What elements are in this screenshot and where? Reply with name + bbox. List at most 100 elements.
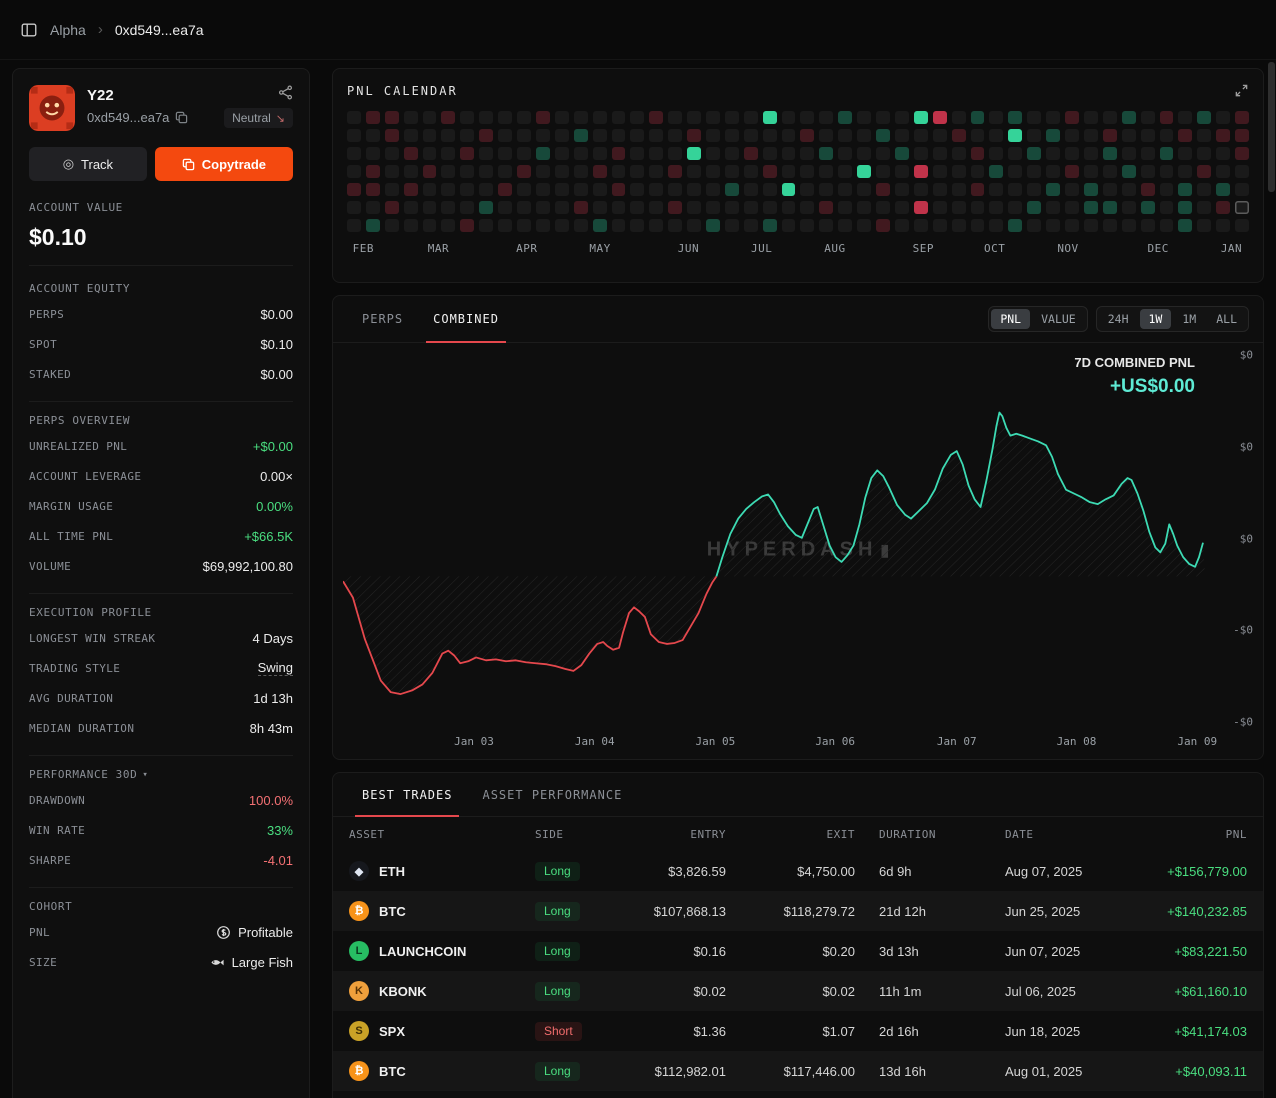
page-scrollbar[interactable] xyxy=(1268,62,1275,1094)
calendar-day-cell[interactable] xyxy=(592,219,607,232)
calendar-day-cell[interactable] xyxy=(1065,219,1079,232)
calendar-day-cell[interactable] xyxy=(460,201,475,214)
calendar-day-cell[interactable] xyxy=(762,147,777,160)
calendar-day-cell[interactable] xyxy=(498,183,513,196)
calendar-day-cell[interactable] xyxy=(951,183,966,196)
calendar-day-cell[interactable] xyxy=(1046,147,1061,160)
calendar-day-cell[interactable] xyxy=(932,111,947,124)
calendar-day-cell[interactable] xyxy=(347,129,361,142)
calendar-day-cell[interactable] xyxy=(800,165,815,178)
calendar-day-cell[interactable] xyxy=(573,201,588,214)
calendar-day-cell[interactable] xyxy=(1027,129,1042,142)
calendar-day-cell[interactable] xyxy=(743,165,758,178)
calendar-day-cell[interactable] xyxy=(989,147,1004,160)
calendar-day-cell[interactable] xyxy=(403,147,418,160)
calendar-day-cell[interactable] xyxy=(554,147,569,160)
table-row[interactable]: ₿ BTC Long $107,868.13 $118,279.72 21d 12h Jun… xyxy=(333,891,1263,931)
calendar-day-cell[interactable] xyxy=(517,129,531,142)
calendar-day-cell[interactable] xyxy=(706,201,720,214)
calendar-day-cell[interactable] xyxy=(932,183,947,196)
calendar-day-cell[interactable] xyxy=(1140,111,1155,124)
calendar-day-cell[interactable] xyxy=(630,129,645,142)
calendar-day-cell[interactable] xyxy=(1216,129,1231,142)
calendar-day-cell[interactable] xyxy=(1083,183,1098,196)
calendar-day-cell[interactable] xyxy=(781,111,796,124)
stat-value[interactable]: Swing xyxy=(257,660,293,676)
calendar-day-cell[interactable] xyxy=(1216,219,1231,232)
calendar-day-cell[interactable] xyxy=(403,111,418,124)
calendar-day-cell[interactable] xyxy=(781,183,796,196)
calendar-day-cell[interactable] xyxy=(1121,201,1136,214)
calendar-day-cell[interactable] xyxy=(1235,111,1249,124)
calendar-day-cell[interactable] xyxy=(573,129,588,142)
calendar-day-cell[interactable] xyxy=(1027,219,1042,232)
calendar-day-cell[interactable] xyxy=(687,219,702,232)
chart-tab-combined[interactable]: COMBINED xyxy=(418,296,514,343)
calendar-day-cell[interactable] xyxy=(724,129,739,142)
calendar-day-cell[interactable] xyxy=(743,129,758,142)
calendar-day-cell[interactable] xyxy=(498,201,513,214)
range-button-1m[interactable]: 1M xyxy=(1182,312,1197,326)
calendar-day-cell[interactable] xyxy=(838,165,853,178)
calendar-day-cell[interactable] xyxy=(347,165,361,178)
calendar-day-cell[interactable] xyxy=(1102,165,1117,178)
calendar-day-cell[interactable] xyxy=(422,201,437,214)
calendar-day-cell[interactable] xyxy=(932,129,947,142)
calendar-day-cell[interactable] xyxy=(970,183,985,196)
calendar-day-cell[interactable] xyxy=(819,219,834,232)
calendar-day-cell[interactable] xyxy=(1027,165,1042,178)
calendar-day-cell[interactable] xyxy=(913,201,928,214)
calendar-day-cell[interactable] xyxy=(498,129,513,142)
share-icon[interactable] xyxy=(278,85,293,100)
calendar-day-cell[interactable] xyxy=(762,111,777,124)
calendar-day-cell[interactable] xyxy=(894,111,909,124)
calendar-day-cell[interactable] xyxy=(1008,111,1023,124)
calendar-day-cell[interactable] xyxy=(951,165,966,178)
calendar-day-cell[interactable] xyxy=(1046,219,1061,232)
calendar-day-cell[interactable] xyxy=(1197,129,1212,142)
calendar-day-cell[interactable] xyxy=(743,183,758,196)
calendar-day-cell[interactable] xyxy=(649,129,664,142)
calendar-day-cell[interactable] xyxy=(611,183,626,196)
trades-tab-asset-performance[interactable]: ASSET PERFORMANCE xyxy=(482,787,623,802)
calendar-day-cell[interactable] xyxy=(422,147,437,160)
calendar-day-cell[interactable] xyxy=(479,111,494,124)
scrollbar-thumb[interactable] xyxy=(1268,62,1275,192)
calendar-day-cell[interactable] xyxy=(1102,129,1117,142)
calendar-day-cell[interactable] xyxy=(1027,183,1042,196)
calendar-day-cell[interactable] xyxy=(1065,147,1079,160)
calendar-day-cell[interactable] xyxy=(649,183,664,196)
calendar-day-cell[interactable] xyxy=(573,147,588,160)
calendar-day-cell[interactable] xyxy=(1008,219,1023,232)
calendar-day-cell[interactable] xyxy=(1008,147,1023,160)
calendar-day-cell[interactable] xyxy=(630,201,645,214)
calendar-day-cell[interactable] xyxy=(1216,165,1231,178)
calendar-day-cell[interactable] xyxy=(668,111,683,124)
calendar-day-cell[interactable] xyxy=(479,129,494,142)
calendar-day-cell[interactable] xyxy=(781,129,796,142)
calendar-day-cell[interactable] xyxy=(441,147,456,160)
calendar-day-cell[interactable] xyxy=(1102,219,1117,232)
calendar-day-cell[interactable] xyxy=(649,219,664,232)
calendar-day-cell[interactable] xyxy=(706,183,720,196)
calendar-day-cell[interactable] xyxy=(857,147,872,160)
calendar-day-cell[interactable] xyxy=(611,219,626,232)
calendar-day-cell[interactable] xyxy=(724,147,739,160)
calendar-day-cell[interactable] xyxy=(441,183,456,196)
calendar-day-cell[interactable] xyxy=(1008,183,1023,196)
calendar-day-cell[interactable] xyxy=(611,147,626,160)
calendar-day-cell[interactable] xyxy=(460,183,475,196)
calendar-day-cell[interactable] xyxy=(1159,165,1174,178)
calendar-day-cell[interactable] xyxy=(1083,129,1098,142)
calendar-day-cell[interactable] xyxy=(932,165,947,178)
calendar-day-cell[interactable] xyxy=(347,111,361,124)
calendar-day-cell[interactable] xyxy=(1083,147,1098,160)
calendar-day-cell[interactable] xyxy=(913,147,928,160)
calendar-day-cell[interactable] xyxy=(365,201,380,214)
calendar-day-cell[interactable] xyxy=(932,201,947,214)
calendar-day-cell[interactable] xyxy=(894,147,909,160)
calendar-day-cell[interactable] xyxy=(819,147,834,160)
calendar-day-cell[interactable] xyxy=(876,165,890,178)
calendar-day-cell[interactable] xyxy=(1159,201,1174,214)
calendar-day-cell[interactable] xyxy=(365,183,380,196)
